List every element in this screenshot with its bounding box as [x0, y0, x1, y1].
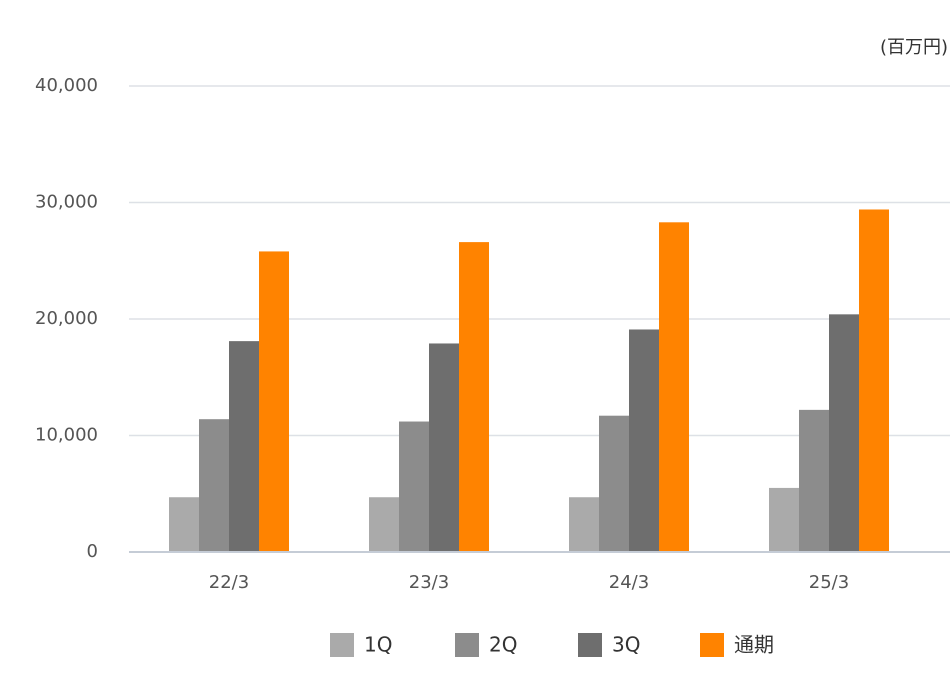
x-tick-label: 24/3	[609, 572, 649, 593]
legend-label: 3Q	[612, 633, 640, 657]
x-tick-label: 25/3	[809, 572, 849, 593]
bar	[799, 409, 829, 552]
bar	[399, 421, 429, 552]
bar	[769, 487, 799, 552]
bar	[199, 419, 229, 552]
bar	[429, 343, 459, 552]
bar	[599, 415, 629, 552]
legend-label: 通期	[734, 633, 774, 657]
unit-label: (百万円)	[880, 37, 948, 58]
legend-label: 2Q	[489, 633, 517, 657]
y-tick-label: 30,000	[35, 192, 98, 213]
bar	[459, 242, 489, 553]
bar	[369, 497, 399, 552]
x-tick-label: 23/3	[409, 572, 449, 593]
bar	[259, 251, 289, 552]
y-tick-label: 20,000	[35, 308, 98, 329]
bar	[859, 209, 889, 553]
bar	[169, 497, 199, 552]
legend-label: 1Q	[364, 633, 392, 657]
y-tick-label: 0	[87, 541, 98, 562]
x-tick-label: 22/3	[209, 572, 249, 593]
y-tick-label: 10,000	[35, 425, 98, 446]
bar	[569, 497, 599, 552]
bar	[829, 314, 859, 552]
bar	[659, 222, 689, 552]
legend-swatch	[455, 633, 479, 657]
legend-swatch	[578, 633, 602, 657]
y-tick-label: 40,000	[35, 75, 98, 96]
bar	[229, 341, 259, 552]
legend-swatch	[330, 633, 354, 657]
legend-swatch	[700, 633, 724, 657]
bar	[629, 329, 659, 552]
